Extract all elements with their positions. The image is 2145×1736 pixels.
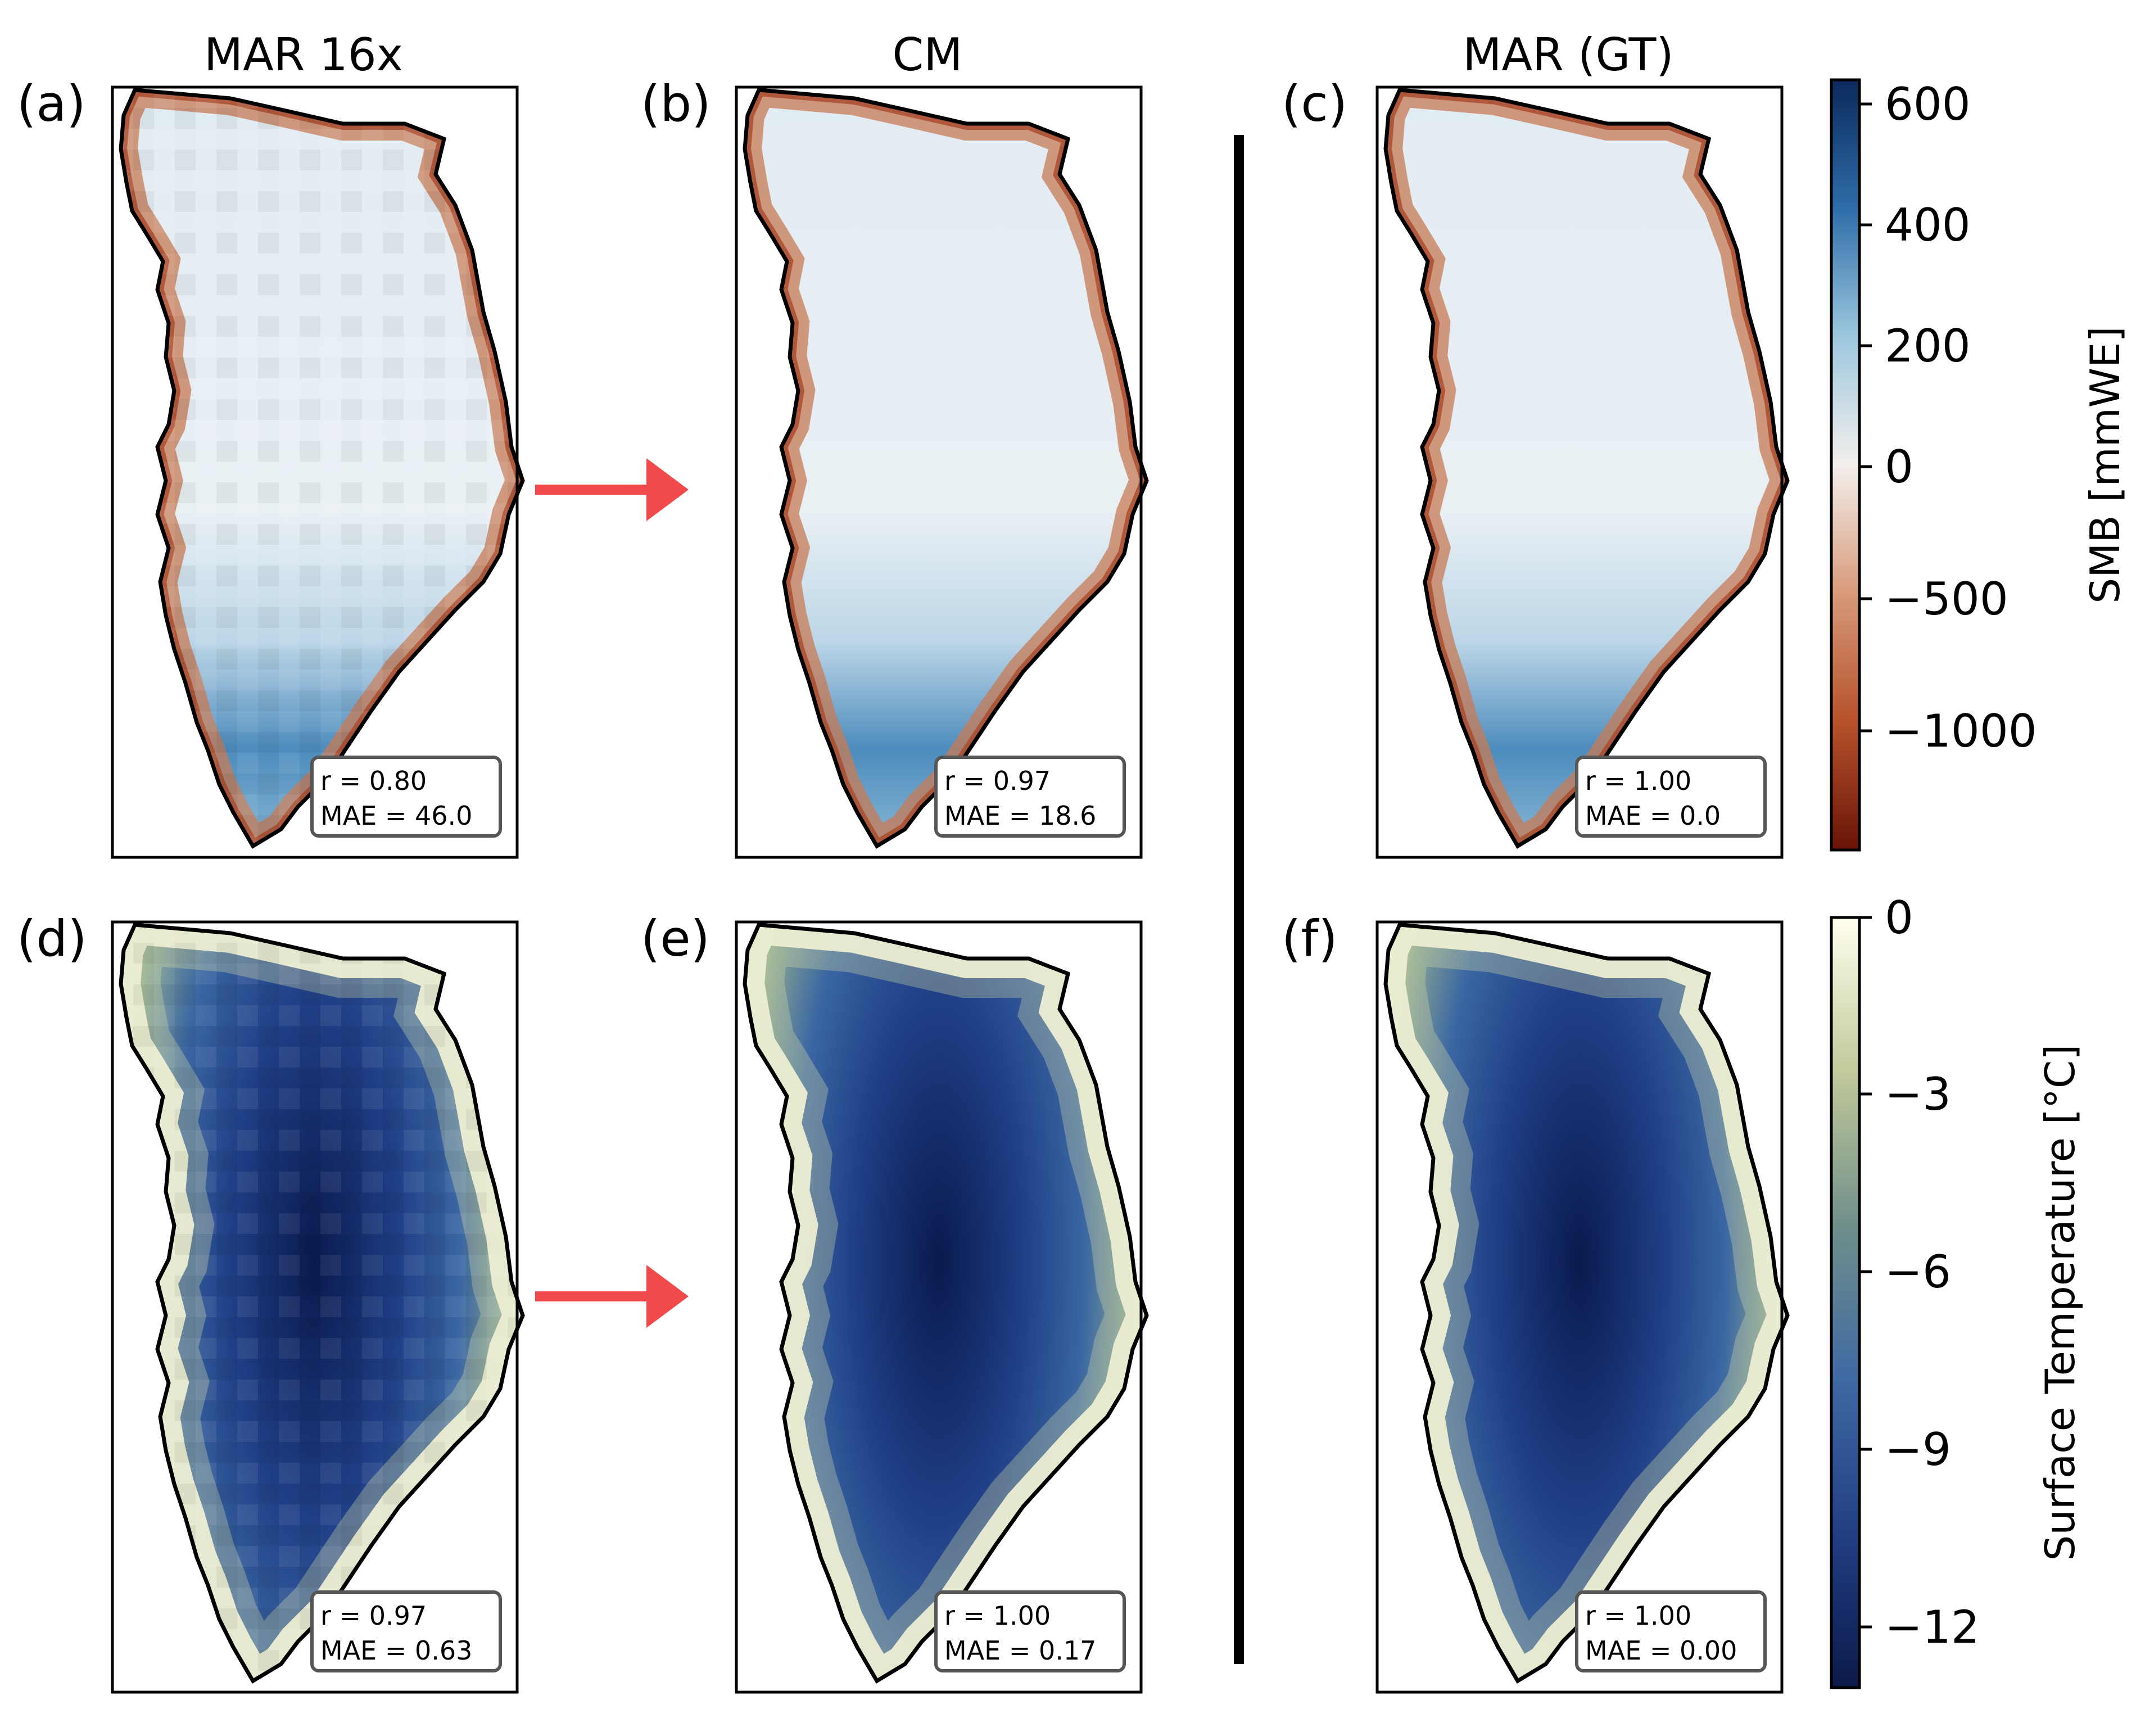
colorbar-tick-label: 0 [1885, 441, 1913, 493]
panel-letter: (c) [1282, 75, 1347, 133]
panel-frame [111, 85, 519, 859]
panel-letter: (b) [641, 75, 711, 133]
panel-letter: (f) [1282, 910, 1338, 968]
panel-frame [735, 85, 1143, 859]
arrow-row1 [535, 458, 689, 521]
panel-frame [1375, 920, 1784, 1694]
panel-frame [735, 920, 1143, 1694]
colorbar-tick-label: 0 [1885, 892, 1913, 944]
colorbar-smb: 600 400 200 0 −500 −1000 SMB [mmWE] [1830, 78, 2129, 852]
stats-box: r = 0.80 MAE = 46.0 [310, 756, 502, 838]
panel-a: r = 0.80 MAE = 46.0 (a) MAR 16x [17, 29, 523, 859]
arrow-row2 [535, 1265, 689, 1328]
panel-title: MAR 16x [204, 29, 403, 81]
colorbar-tick-label: −9 [1885, 1423, 1951, 1476]
stats-box: r = 1.00 MAE = 0.0 [1575, 756, 1767, 838]
stat-mae: MAE = 46.0 [320, 801, 472, 831]
panel-frame [111, 920, 519, 1694]
colorbar-label: Surface Temperature [°C] [2037, 1045, 2084, 1561]
panel-c: r = 1.00 MAE = 0.0 (c) MAR (GT) [1282, 29, 1788, 859]
colorbar-tick-label: −12 [1885, 1601, 1980, 1653]
stats-box: r = 0.97 MAE = 0.63 [310, 1590, 502, 1672]
panel-title: CM [893, 29, 963, 81]
colorbar-tick-label: −3 [1885, 1068, 1951, 1120]
panel-d: r = 0.97 MAE = 0.63 (d) [17, 910, 523, 1694]
colorbar-tick-label: −500 [1885, 573, 2008, 625]
colorbar-tick-label: −6 [1885, 1246, 1951, 1298]
colorbar-tick-label: 600 [1885, 78, 1971, 130]
stat-r: r = 1.00 [944, 1601, 1051, 1631]
stat-r: r = 0.97 [944, 766, 1051, 796]
stat-mae: MAE = 18.6 [944, 801, 1096, 831]
stat-r: r = 0.80 [320, 766, 427, 796]
stat-r: r = 0.97 [320, 1601, 427, 1631]
colorbar-temp: 0 −3 −6 −9 −12 Surface Temperature [°C] [1830, 892, 2084, 1689]
colorbar-tick-label: 200 [1885, 320, 1971, 372]
colorbar-tick-label: 400 [1885, 199, 1971, 251]
stats-box: r = 0.97 MAE = 18.6 [934, 756, 1126, 838]
panel-letter: (a) [17, 75, 86, 133]
divider-line [1234, 135, 1244, 1664]
panel-frame [1375, 85, 1784, 859]
stats-box: r = 1.00 MAE = 0.00 [1575, 1590, 1767, 1672]
panel-b: r = 0.97 MAE = 18.6 (b) CM [641, 29, 1147, 859]
colorbar-label: SMB [mmWE] [2081, 326, 2129, 603]
stat-mae: MAE = 0.17 [944, 1635, 1096, 1666]
panel-e: r = 1.00 MAE = 0.17 (e) [641, 910, 1147, 1694]
stat-r: r = 1.00 [1585, 766, 1691, 796]
panel-f: r = 1.00 MAE = 0.00 (f) [1282, 910, 1788, 1694]
stats-box: r = 1.00 MAE = 0.17 [934, 1590, 1126, 1672]
stat-mae: MAE = 0.63 [320, 1635, 472, 1666]
panel-letter: (d) [17, 910, 87, 968]
panel-letter: (e) [641, 910, 710, 968]
panel-title: MAR (GT) [1463, 29, 1673, 81]
colorbar-tick-label: −1000 [1885, 705, 2037, 757]
stat-mae: MAE = 0.0 [1585, 801, 1721, 831]
stat-mae: MAE = 0.00 [1585, 1635, 1737, 1666]
stat-r: r = 1.00 [1585, 1601, 1691, 1631]
